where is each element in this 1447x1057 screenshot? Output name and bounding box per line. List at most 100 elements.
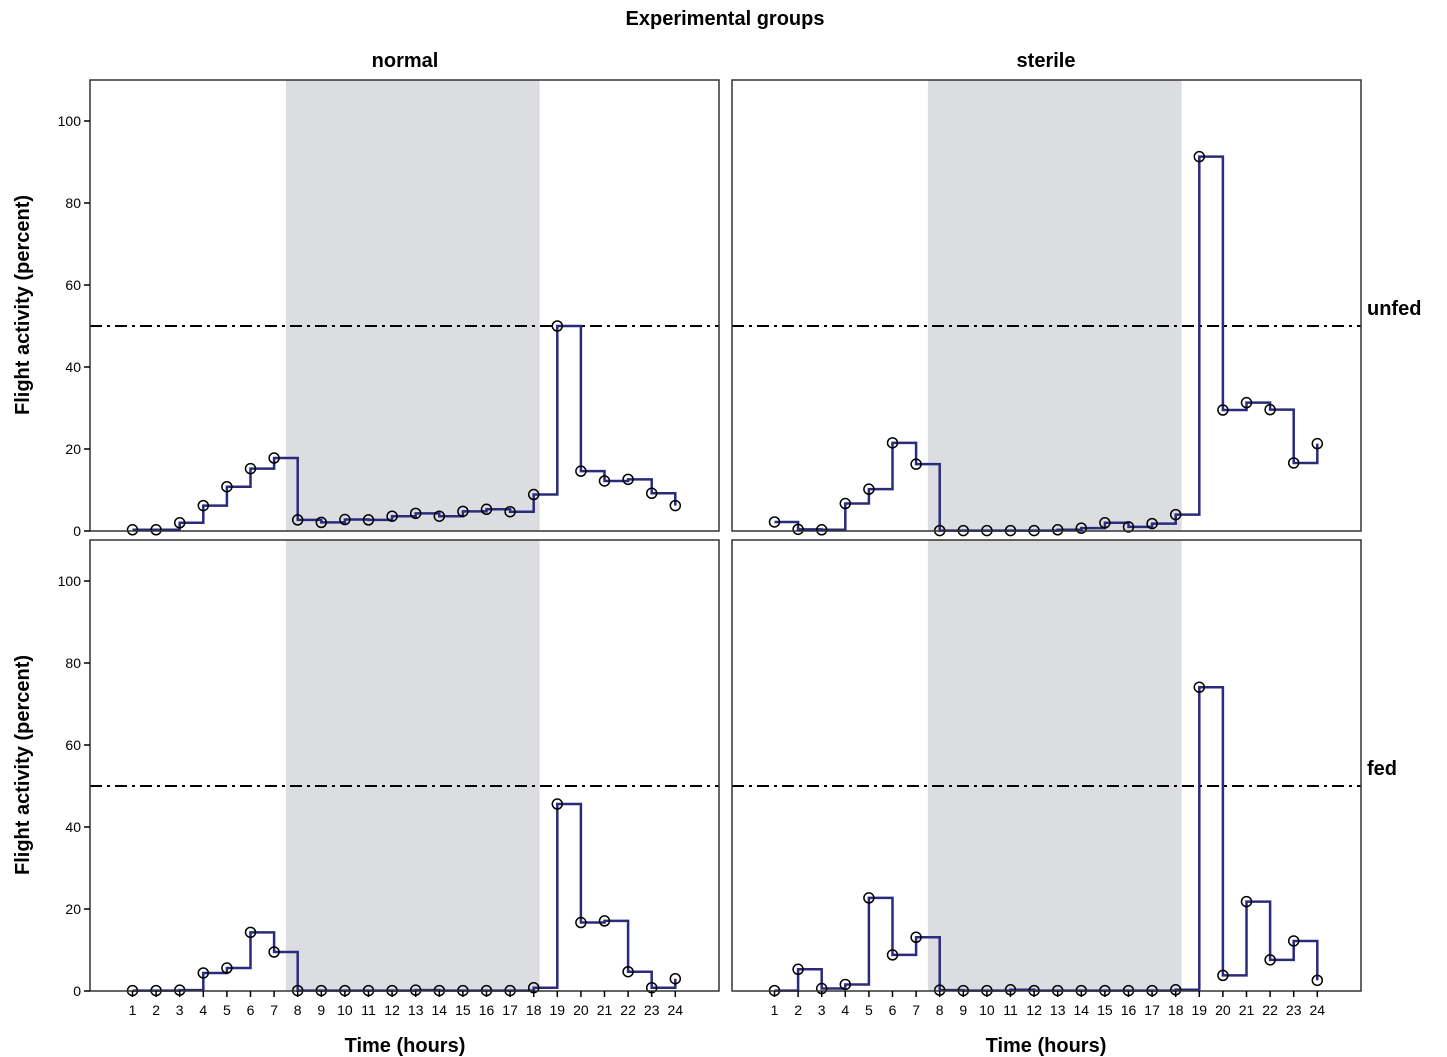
step-line: [774, 685, 1319, 992]
x-tick-label: 20: [1215, 1002, 1231, 1018]
data-point: [1311, 974, 1324, 987]
x-tick-label: 17: [1144, 1002, 1160, 1018]
panel-normal-unfed: 0 20 40 60 80 100: [58, 79, 720, 539]
y-tick-label: 80: [65, 655, 81, 671]
data-point: [886, 949, 899, 961]
x-tick-label: 10: [337, 1002, 353, 1018]
column-label-normal: normal: [372, 50, 439, 72]
data-point: [1099, 517, 1111, 529]
data-point: [910, 458, 922, 470]
step-line: [774, 155, 1319, 532]
data-point: [598, 915, 611, 927]
data-point: [815, 524, 828, 536]
y-tick-label: 60: [65, 737, 81, 753]
panel-frame: [89, 79, 720, 532]
x-tick-label: 8: [294, 1002, 302, 1018]
data-point: [150, 524, 162, 536]
x-tick-label: 19: [1192, 1002, 1208, 1018]
shaded-region: [285, 80, 540, 531]
x-tick-label: 1: [129, 1002, 137, 1018]
x-tick-label: 12: [1026, 1002, 1042, 1018]
data-point: [1122, 521, 1135, 533]
x-tick-label: 3: [818, 1002, 826, 1018]
data-point: [1217, 969, 1229, 982]
data-point: [1287, 457, 1300, 469]
row-label-unfed: unfed: [1367, 298, 1421, 320]
data-point: [1051, 524, 1064, 536]
x-tick-label: 24: [668, 1002, 684, 1018]
x-tick-label: 5: [223, 1002, 231, 1018]
data-point: [575, 465, 587, 477]
x-tick-label: 15: [1097, 1002, 1113, 1018]
x-tick-label: 14: [432, 1002, 448, 1018]
y-tick-label: 100: [58, 113, 82, 129]
row-label-fed: fed: [1367, 758, 1397, 780]
data-point: [244, 462, 257, 475]
x-tick-label: 13: [1050, 1002, 1066, 1018]
data-point: [504, 505, 516, 518]
data-point: [1193, 681, 1206, 693]
x-tick-label: 16: [1121, 1002, 1137, 1018]
x-tick-label: 24: [1310, 1002, 1326, 1018]
data-point: [1264, 403, 1276, 416]
x-tick-label: 5: [865, 1002, 873, 1018]
y-tick-label: 60: [65, 277, 81, 293]
x-tick-label: 10: [979, 1002, 995, 1018]
x-tick-label: 21: [1239, 1002, 1255, 1018]
y-axis-label-fed: Flight activity (percent): [12, 655, 34, 875]
x-tick-label: 15: [455, 1002, 471, 1018]
x-tick-label: 21: [597, 1002, 613, 1018]
data-point: [197, 499, 210, 512]
data-point: [291, 514, 304, 526]
data-point: [221, 480, 233, 493]
data-point: [480, 503, 493, 516]
shaded-region: [285, 540, 540, 991]
data-point: [1240, 396, 1253, 409]
panel-frame: [89, 539, 720, 992]
x-tick-label: 4: [841, 1002, 849, 1018]
x-tick-label: 18: [526, 1002, 542, 1018]
y-tick-label: 40: [65, 359, 81, 375]
data-point: [622, 473, 634, 486]
data-point: [268, 452, 280, 464]
data-point: [839, 497, 852, 510]
x-tick-label: 9: [317, 1002, 325, 1018]
data-point: [268, 946, 280, 958]
x-tick-label: 13: [408, 1002, 424, 1018]
data-point: [792, 523, 804, 536]
x-tick-label: 7: [270, 1002, 278, 1018]
data-point: [457, 505, 469, 518]
x-tick-label: 6: [247, 1002, 255, 1018]
data-point: [1169, 508, 1182, 521]
data-point: [575, 916, 587, 929]
data-point: [197, 967, 210, 979]
panel-frame: [731, 539, 1362, 992]
x-tick-label: 19: [550, 1002, 566, 1018]
data-point: [598, 475, 611, 487]
data-point: [362, 514, 375, 526]
x-tick-label: 6: [889, 1002, 897, 1018]
data-point: [221, 962, 233, 974]
data-point: [409, 507, 422, 520]
data-point: [669, 499, 682, 512]
data-point: [622, 965, 634, 978]
y-tick-label: 40: [65, 819, 81, 835]
step-line: [132, 324, 677, 532]
x-tick-label: 2: [794, 1002, 802, 1018]
panel-frame: [731, 79, 1362, 532]
y-tick-label: 20: [65, 901, 81, 917]
chart-title: Experimental groups: [626, 8, 825, 30]
column-label-sterile: sterile: [1017, 50, 1076, 72]
y-tick-label: 0: [73, 983, 81, 999]
x-tick-label: 22: [1262, 1002, 1278, 1018]
y-tick-label: 80: [65, 195, 81, 211]
y-axis-label-unfed: Flight activity (percent): [12, 195, 34, 415]
x-tick-label: 9: [959, 1002, 967, 1018]
data-point: [339, 513, 351, 526]
data-point: [315, 516, 328, 529]
x-tick-label: 11: [361, 1002, 376, 1018]
data-point: [551, 798, 564, 810]
x-axis-label-sterile: Time (hours): [986, 1035, 1107, 1057]
